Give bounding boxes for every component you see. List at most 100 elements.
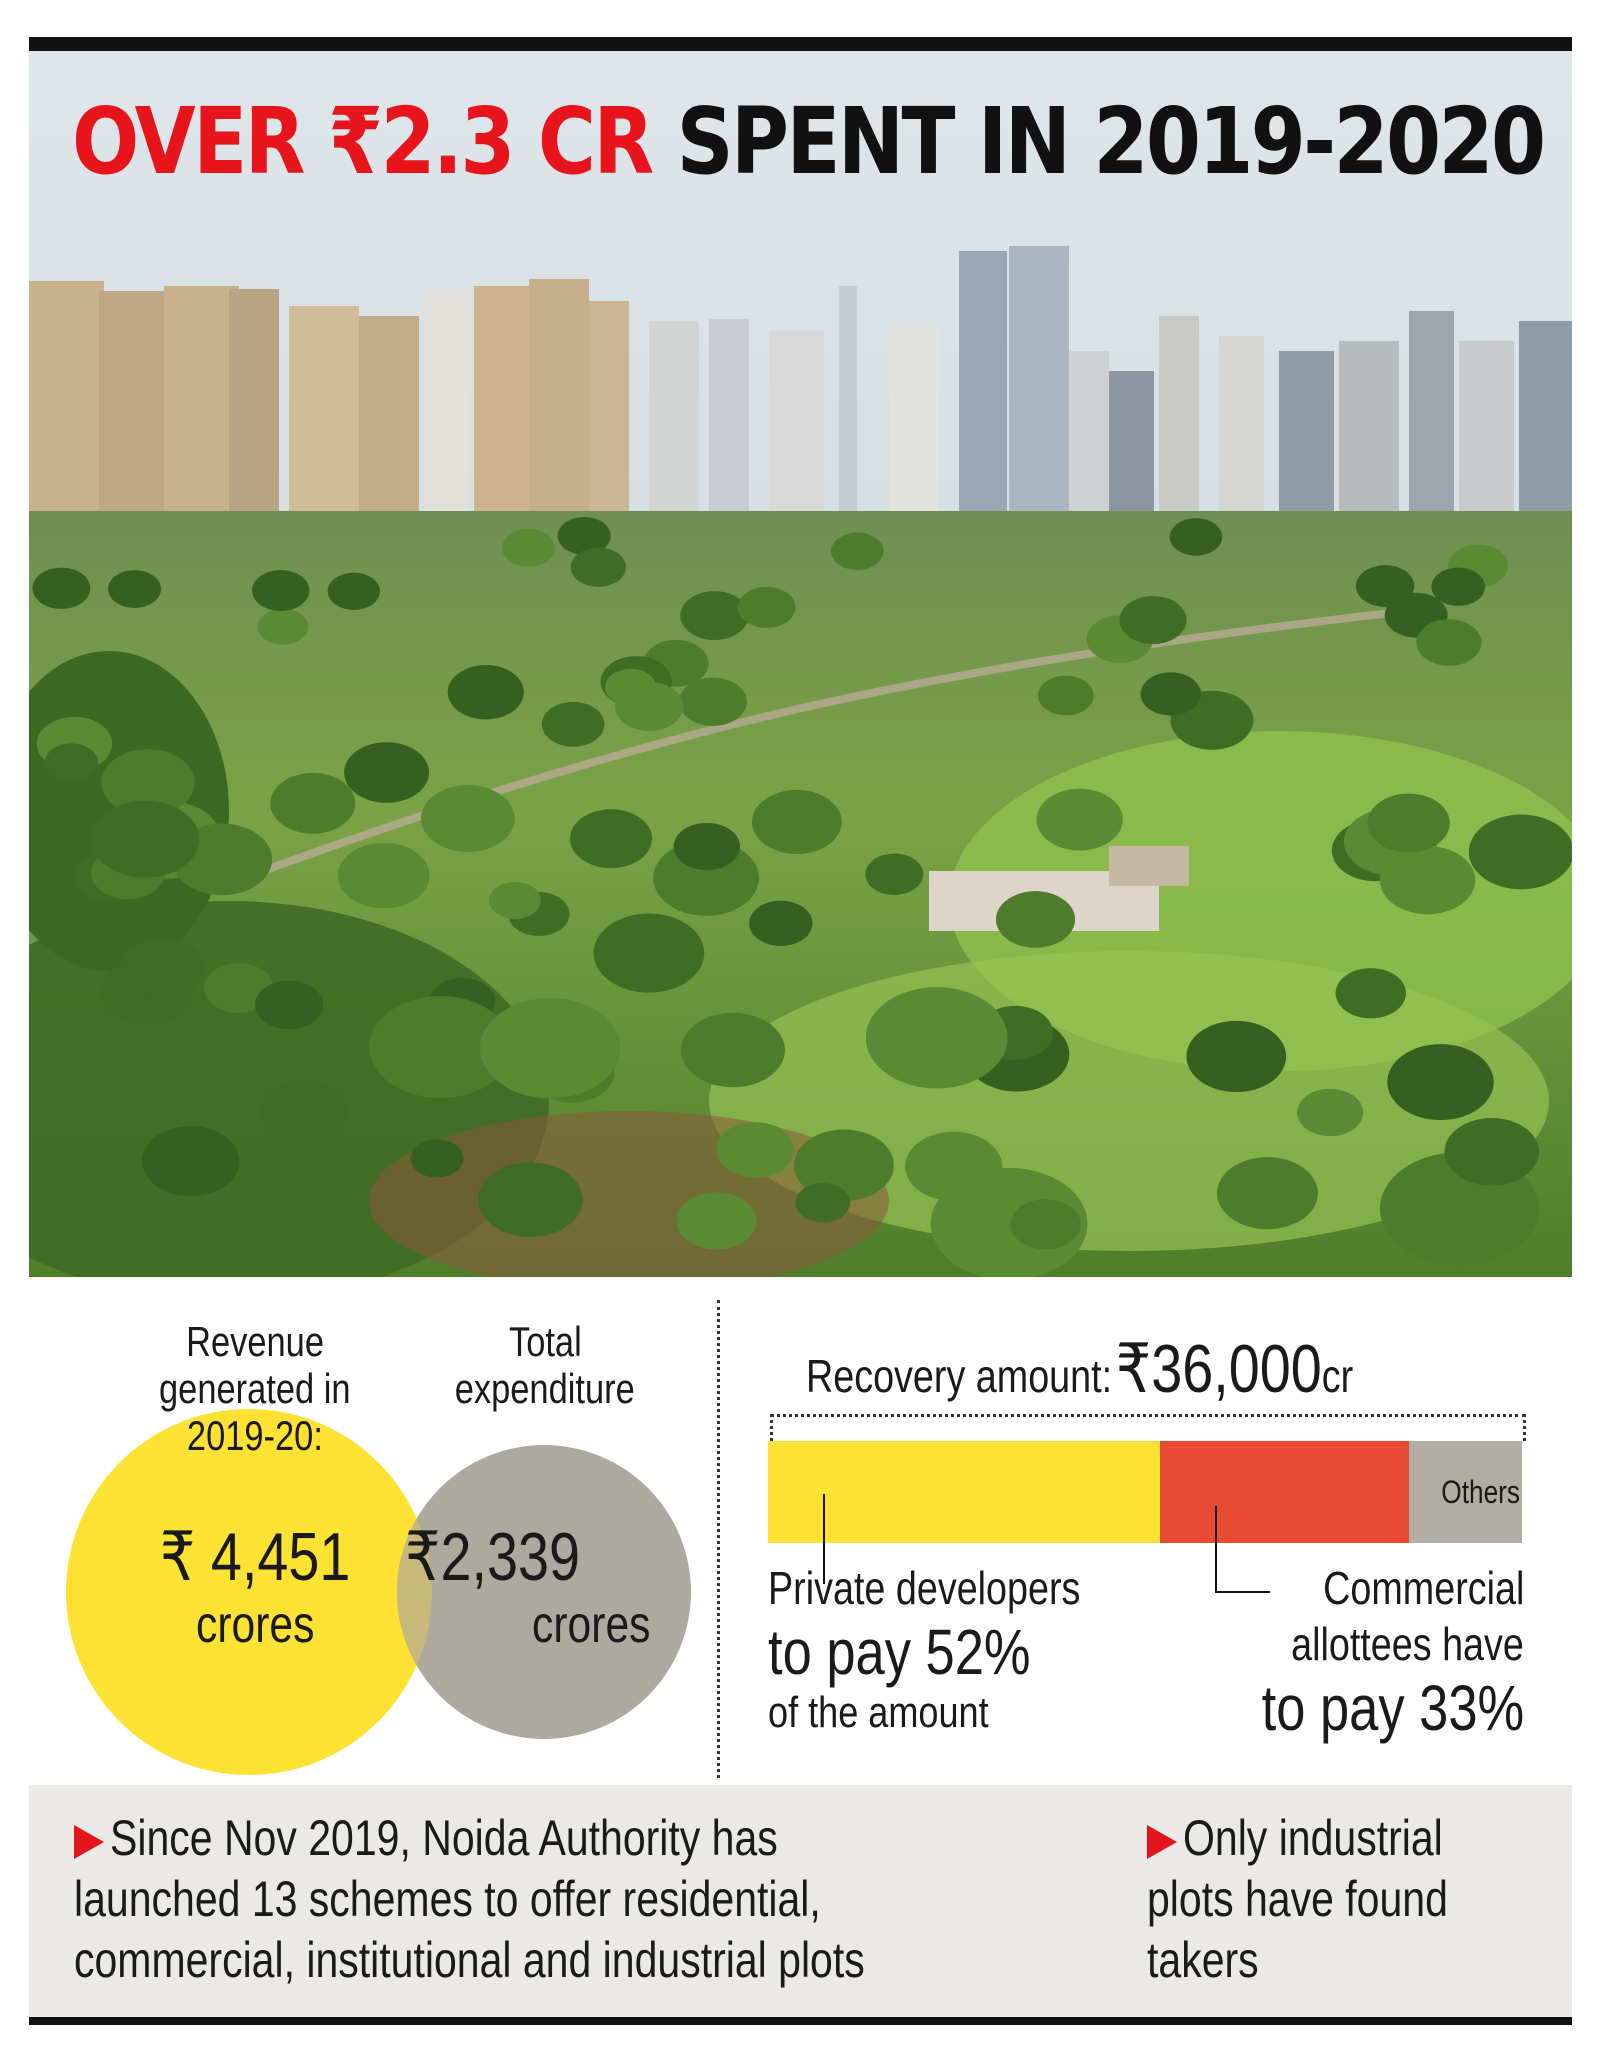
tree — [480, 998, 621, 1099]
tree — [501, 529, 555, 567]
building — [1519, 321, 1572, 521]
building — [1279, 351, 1334, 521]
expenditure-label: Total expenditure — [400, 1318, 690, 1412]
building — [589, 301, 629, 521]
commercial-note-line1: Commercial — [1322, 1562, 1524, 1614]
revenue-label: Revenue generated in 2019-20: — [95, 1318, 415, 1459]
tree — [1297, 1088, 1364, 1137]
revenue-label-line: 2019-20: — [187, 1412, 323, 1459]
tree — [716, 1122, 795, 1178]
tree — [1010, 1199, 1081, 1250]
tree — [673, 822, 741, 871]
tree — [865, 987, 1008, 1089]
headline: OVER ₹2.3 CR SPENT IN 2019-2020 — [72, 88, 1546, 195]
tree — [865, 853, 924, 895]
tree — [1119, 596, 1187, 645]
others-label: Others — [1441, 1473, 1520, 1510]
tree — [410, 1139, 464, 1178]
building — [709, 319, 749, 521]
tree — [795, 1183, 851, 1223]
building — [889, 326, 939, 521]
skyline — [29, 246, 1572, 521]
recovery-bracket — [770, 1414, 1526, 1441]
tree — [1431, 567, 1486, 606]
expenditure-unit-text: crores — [531, 1596, 650, 1654]
private-note-line1: Private developers — [768, 1562, 1081, 1614]
bullet-line: commercial, institutional and industrial… — [74, 1932, 865, 1988]
tree — [344, 742, 430, 803]
tree — [1036, 788, 1123, 851]
building — [1219, 336, 1264, 521]
tree — [120, 937, 205, 998]
tree — [1444, 1118, 1539, 1186]
top-rule — [29, 37, 1572, 51]
tree — [676, 1192, 757, 1250]
commercial-note-line2: allottees have — [1291, 1618, 1524, 1670]
tree — [749, 900, 813, 946]
tree — [905, 1131, 1003, 1202]
bullet-line: Since Nov 2019, Noida Authority has — [110, 1810, 778, 1866]
segment-commercial — [1160, 1441, 1409, 1543]
building — [529, 279, 589, 521]
bullet-line: launched 13 schemes to offer residential… — [74, 1871, 821, 1927]
expenditure-label-line: expenditure — [455, 1365, 635, 1412]
tree — [107, 570, 162, 608]
tree — [751, 789, 842, 855]
red-arrow-icon — [1147, 1824, 1177, 1859]
recovery-label: Recovery amount: — [806, 1350, 1113, 1402]
tree — [32, 567, 91, 609]
building — [474, 286, 529, 521]
recovery-heading: Recovery amount: ₹36,000cr — [806, 1330, 1473, 1409]
revenue-unit-text: crores — [195, 1596, 315, 1654]
commercial-leader-line — [1215, 1506, 1217, 1593]
building — [1459, 341, 1514, 521]
expenditure-unit: crores — [470, 1596, 650, 1654]
building — [289, 306, 359, 521]
tree — [680, 1012, 786, 1088]
tree — [421, 785, 515, 853]
segment-private — [768, 1441, 1161, 1543]
tree — [478, 1162, 583, 1238]
tree — [369, 996, 512, 1099]
facts-band — [29, 1785, 1572, 2017]
building — [1009, 246, 1069, 521]
expenditure-circle — [397, 1445, 691, 1739]
tree — [44, 743, 99, 782]
building — [1109, 371, 1154, 521]
building — [229, 289, 279, 521]
building — [359, 316, 419, 521]
building — [769, 331, 824, 521]
building — [164, 286, 239, 521]
tree — [1387, 1044, 1494, 1121]
bullet-line: plots have found — [1147, 1871, 1448, 1927]
tree — [793, 1129, 894, 1201]
building — [29, 281, 104, 521]
bullet-industrial: Only industrial plots have found takers — [1147, 1808, 1514, 1991]
tree — [680, 591, 749, 640]
building — [1409, 311, 1454, 521]
tree — [1416, 619, 1482, 666]
tree — [488, 881, 541, 919]
private-note: Private developers to pay 52% of the amo… — [768, 1560, 1149, 1738]
tree — [557, 516, 611, 555]
expenditure-label-line: Total — [508, 1318, 582, 1365]
tree — [270, 772, 356, 834]
revenue-unit: crores — [95, 1596, 415, 1654]
section-divider — [717, 1300, 720, 1778]
revenue-circle — [66, 1409, 432, 1775]
expenditure-amount: ₹2,339 — [405, 1522, 665, 1592]
tree — [1216, 1157, 1318, 1230]
tree — [252, 570, 310, 612]
tree — [541, 701, 605, 747]
tree — [101, 749, 195, 816]
bullet-schemes: Since Nov 2019, Noida Authority has laun… — [74, 1808, 1038, 1991]
building — [1159, 316, 1199, 521]
tree — [569, 809, 653, 869]
headline-black: SPENT IN 2019-2020 — [676, 88, 1546, 195]
trees — [32, 516, 1572, 1277]
building — [959, 251, 1007, 521]
tree — [257, 608, 309, 645]
tree — [327, 572, 380, 610]
revenue-label-line: generated in — [159, 1365, 351, 1412]
building — [1069, 351, 1109, 521]
